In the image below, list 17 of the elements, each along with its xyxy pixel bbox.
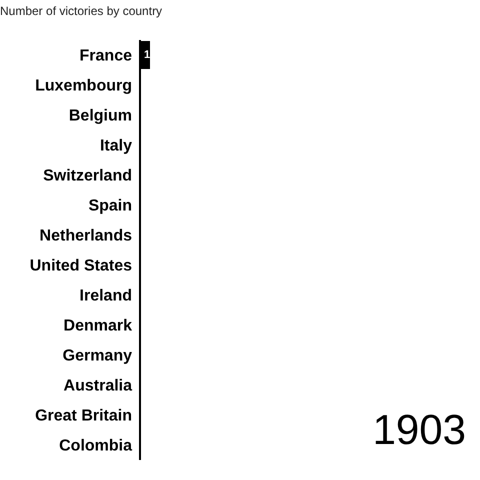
y-tick-label: Netherlands bbox=[40, 228, 132, 245]
y-tick-label: Belgium bbox=[68, 108, 132, 125]
y-tick-label: Denmark bbox=[64, 318, 132, 335]
text: 1903 bbox=[372, 406, 466, 454]
y-tick-label: Australia bbox=[64, 378, 132, 395]
y-tick-label: Germany bbox=[62, 348, 132, 365]
y-tick-label: Colombia bbox=[59, 438, 132, 455]
y-tick-label: United States bbox=[30, 258, 132, 275]
y-tick-label: Luxembourg bbox=[35, 78, 132, 95]
y-tick-label: Italy bbox=[100, 138, 132, 155]
y-tick-label: Great Britain bbox=[35, 408, 132, 425]
y-tick-label: Ireland bbox=[80, 288, 132, 305]
y-tick-label: Switzerland bbox=[43, 168, 132, 185]
y-tick-label: France bbox=[80, 48, 132, 65]
chart-title: Number of victories by country bbox=[0, 4, 162, 18]
y-tick-label: Spain bbox=[88, 198, 132, 215]
data-label: 1 bbox=[144, 49, 150, 61]
